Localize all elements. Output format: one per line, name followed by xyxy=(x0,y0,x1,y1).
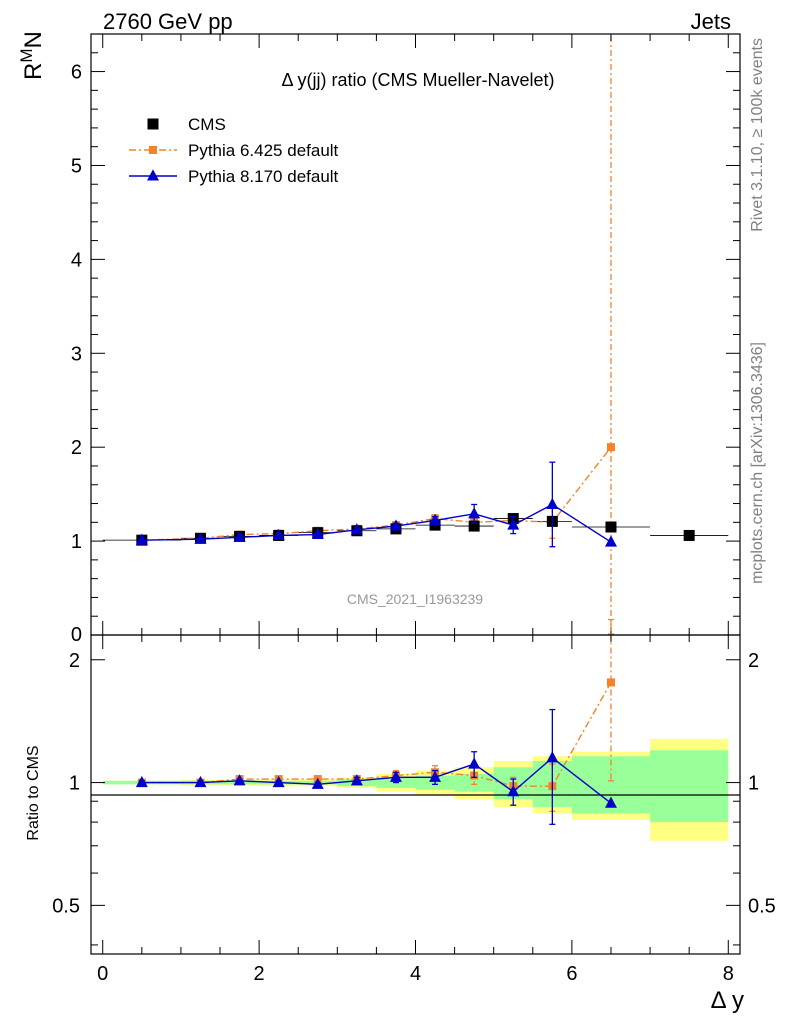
cms-point xyxy=(468,520,480,532)
main-py8-line xyxy=(141,503,612,543)
ratio-py8-point xyxy=(429,770,442,782)
ratio-y-tick-label-right: 1 xyxy=(748,773,759,795)
x-tick-label: 0 xyxy=(97,963,108,985)
legend: CMS Pythia 6.425 default Pythia 8.170 defa… xyxy=(129,115,339,186)
legend-label-cms: CMS xyxy=(188,115,226,134)
main-py8-point xyxy=(135,533,148,545)
main-py6-point xyxy=(606,443,615,452)
ratio-py8-point xyxy=(272,775,285,788)
main-py8-point xyxy=(429,513,442,525)
ratio-py8-point xyxy=(604,796,617,808)
ratio-y-tick-label: 0.5 xyxy=(52,895,80,917)
x-tick-label: 6 xyxy=(566,963,577,985)
svg-text:RMN: RMN xyxy=(17,31,47,80)
cms-point xyxy=(683,529,695,541)
y-tick-label: 4 xyxy=(71,249,82,271)
ratio-py8-point xyxy=(194,775,207,788)
ratio-py8-point xyxy=(311,777,324,789)
main-py6-line xyxy=(141,446,612,541)
ratio-py8-point xyxy=(233,774,246,786)
main-py8-point xyxy=(233,530,246,542)
ratio-py6-point xyxy=(606,678,615,687)
mcplots-label: mcplots.cern.ch [arXiv:1306.3436] xyxy=(749,342,766,584)
main-py8-point xyxy=(272,528,285,540)
main-py8-point xyxy=(507,518,520,530)
main-py8-point xyxy=(311,527,324,540)
ratio-py8-point xyxy=(350,774,363,786)
legend-label-py8: Pythia 8.170 default xyxy=(188,167,339,186)
ratio-y-label: Ratio to CMS xyxy=(25,745,42,840)
x-tick-label: 2 xyxy=(254,963,265,985)
cms-point xyxy=(605,521,617,533)
x-axis-label: Δ y xyxy=(711,987,744,1014)
y-tick-label: 1 xyxy=(71,531,82,553)
ratio-py8-point xyxy=(135,775,148,788)
legend-marker-py8 xyxy=(147,169,159,181)
x-tick-label: 8 xyxy=(723,963,734,985)
main-py8-point xyxy=(194,532,207,544)
plot-title: Δ y(jj) ratio (CMS Mueller-Navelet) xyxy=(281,70,554,90)
y-tick-label: 6 xyxy=(71,62,82,84)
energy-label: 2760 GeV pp xyxy=(103,9,233,34)
rivet-label: Rivet 3.1.10, ≥ 100k events xyxy=(749,38,766,232)
legend-marker-py6 xyxy=(149,146,157,154)
y-tick-label: 3 xyxy=(71,343,82,365)
ratio-py8-line xyxy=(141,756,612,804)
ratio-y-tick-label-right: 2 xyxy=(748,650,759,672)
ratio-y-tick-label: 1 xyxy=(69,773,80,795)
main-py8-point xyxy=(389,519,402,531)
main-py8-point xyxy=(468,507,481,519)
main-py8-point xyxy=(546,497,559,510)
y-tick-label: 2 xyxy=(71,437,82,459)
ratio-py8-point xyxy=(389,770,402,782)
main-py8-point xyxy=(604,535,617,547)
analysis-id: CMS_2021_I1963239 xyxy=(347,591,483,607)
process-label: Jets xyxy=(691,9,731,34)
ratio-py8-point xyxy=(507,784,520,797)
ratio-y-tick-label: 2 xyxy=(69,650,80,672)
ratio-band-stat xyxy=(650,750,729,823)
y-axis-label: RMN xyxy=(17,31,47,80)
x-tick-label: 4 xyxy=(410,963,421,985)
ratio-py8-point xyxy=(546,751,559,763)
legend-marker-cms xyxy=(147,118,159,130)
y-tick-label-zero: 0 xyxy=(71,624,82,646)
ratio-panel: 0.5 0.5 1 1 2 2 0 2 4 6 8 xyxy=(52,618,776,985)
legend-label-py6: Pythia 6.425 default xyxy=(188,141,339,160)
main-panel: 1 2 3 4 5 6 0 Δ y(jj) ratio (CMS Mueller-Navel… xyxy=(71,33,741,646)
ratio-y-tick-label-right: 0.5 xyxy=(748,895,776,917)
main-py8-point xyxy=(350,523,363,535)
ratio-py8-point xyxy=(468,757,481,769)
y-tick-label: 5 xyxy=(71,155,82,177)
cms-point xyxy=(429,519,441,531)
